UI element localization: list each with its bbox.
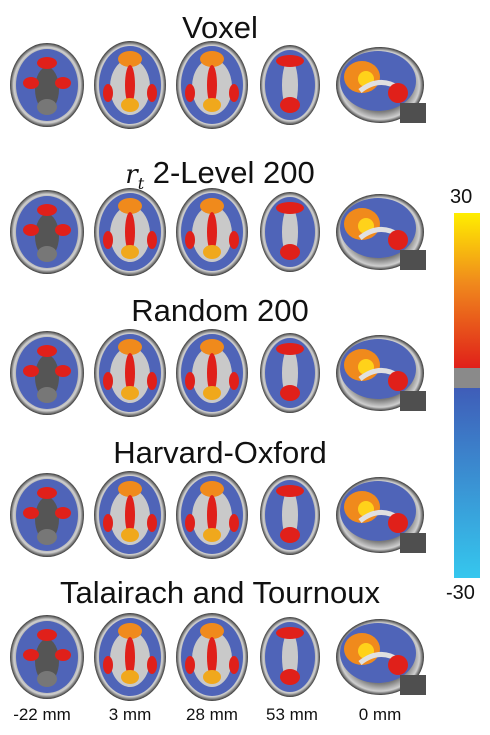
row-title-rt-2-level-200: rt 2-Level 200 xyxy=(125,155,315,194)
row-rt-2-level-200-slices xyxy=(10,188,426,276)
slice-label: 3 mm xyxy=(108,705,152,724)
colorbar-max-label: 30 xyxy=(450,186,473,208)
row-voxel-slices xyxy=(10,41,426,129)
colorbar xyxy=(454,213,480,578)
slice-label: 53 mm xyxy=(266,705,318,724)
colorbar-min-label: -30 xyxy=(446,582,475,604)
row-title-harvard-oxford: Harvard-Oxford xyxy=(113,435,327,470)
slice-label: 0 mm xyxy=(358,705,402,724)
slice-label: 28 mm xyxy=(186,705,238,724)
brain-slice-grid xyxy=(10,41,440,701)
rt-symbol: rt xyxy=(125,160,145,194)
row-harvard-oxford-slices xyxy=(10,471,426,559)
row-title-random-200: Random 200 xyxy=(131,293,309,328)
row-title-talairach-tournoux: Talairach and Tournoux xyxy=(60,575,380,610)
row-title-voxel: Voxel xyxy=(182,10,258,45)
slice-label: -22 mm xyxy=(13,705,71,724)
row-random-200-slices xyxy=(10,329,426,417)
row-talairach-tournoux-slices xyxy=(10,613,426,701)
